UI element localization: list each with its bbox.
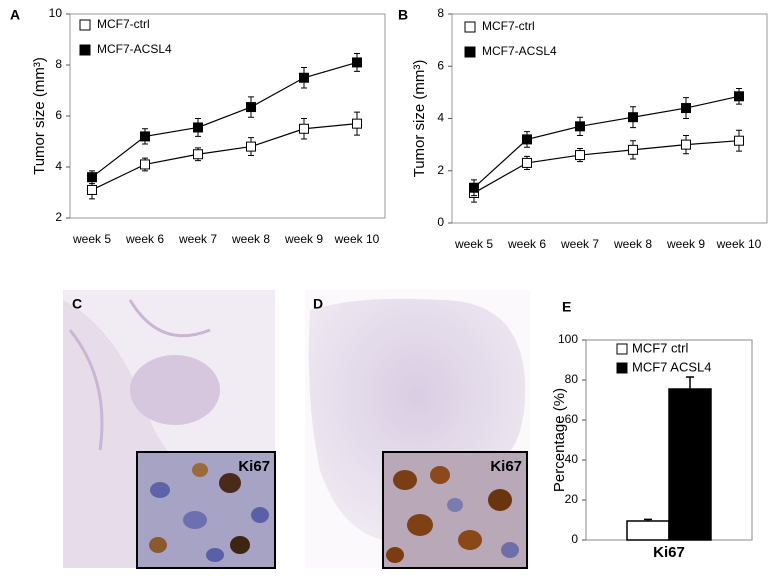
panel-label: E [562,299,571,315]
legend-label: MCF7-ctrl [482,19,535,33]
legend-label: MCF7-ctrl [97,17,150,31]
marker [681,103,691,114]
marker [87,172,97,183]
x-tick-label: week 8 [613,237,652,251]
marker [299,72,309,83]
legend-swatch [616,362,628,374]
y-tick-label: 2 [437,163,444,177]
y-tick-label: 4 [437,111,444,125]
y-tick-label: 100 [558,332,578,346]
legend-swatch [79,44,91,56]
y-tick-label: 6 [55,108,62,122]
y-tick-label: 20 [565,492,579,506]
bar [626,520,670,541]
x-tick-label: week 6 [125,232,164,246]
marker [575,150,585,161]
x-tick-label: week 5 [72,232,111,246]
x-tick-label: Ki67 [653,544,685,561]
marker [193,122,203,133]
histology-image-c [63,290,276,569]
legend-swatch [79,19,91,31]
y-axis-label: Tumor size (mm³) [31,57,48,175]
panel-label: C [72,296,82,312]
x-tick-label: week 10 [334,232,380,246]
series-line [473,95,740,189]
y-tick-label: 80 [565,372,579,386]
marker [522,134,532,145]
series-line [91,123,358,191]
series-line [473,140,740,194]
marker [140,131,150,142]
image-label: Ki67 [238,458,270,475]
marker [140,159,150,170]
marker [575,121,585,132]
marker [299,123,309,134]
legend-swatch [616,343,628,355]
marker [681,139,691,150]
marker [734,91,744,102]
y-tick-label: 10 [49,6,63,20]
marker [469,182,479,193]
y-axis-label: Percentage (%) [551,388,568,492]
y-tick-label: 0 [571,532,578,546]
x-tick-label: week 6 [507,237,546,251]
panel-label: D [313,296,323,312]
series-line [91,61,358,178]
y-tick-label: 40 [565,452,579,466]
y-tick-label: 8 [55,57,62,71]
histology-image-d [305,290,530,569]
marker [628,144,638,155]
panel-label: B [398,7,408,23]
legend-label: MCF7-ACSL4 [482,44,557,58]
marker [193,149,203,160]
x-tick-label: week 7 [560,237,599,251]
panel-label: A [10,7,20,23]
bar [668,388,712,541]
y-axis-label: Tumor size (mm³) [411,60,428,178]
legend-swatch [464,46,476,58]
x-tick-label: week 7 [178,232,217,246]
marker [352,118,362,129]
y-tick-label: 2 [55,210,62,224]
y-tick-label: 60 [565,412,579,426]
y-tick-label: 4 [55,159,62,173]
marker [352,57,362,68]
x-tick-label: week 8 [231,232,270,246]
marker [734,135,744,146]
legend-label: MCF7 ctrl [632,340,688,355]
legend-label: MCF7-ACSL4 [97,42,172,56]
error-bar [686,376,694,389]
marker [246,102,256,113]
x-tick-label: week 9 [284,232,323,246]
marker [87,184,97,195]
y-tick-label: 6 [437,58,444,72]
y-tick-label: 8 [437,6,444,20]
y-tick-label: 0 [437,215,444,229]
marker [246,141,256,152]
image-label: Ki67 [490,458,522,475]
legend-label: MCF7 ACSL4 [632,359,711,374]
x-tick-label: week 5 [454,237,493,251]
marker [522,157,532,168]
x-tick-label: week 10 [716,237,762,251]
x-tick-label: week 9 [666,237,705,251]
legend-swatch [464,21,476,33]
marker [628,112,638,123]
